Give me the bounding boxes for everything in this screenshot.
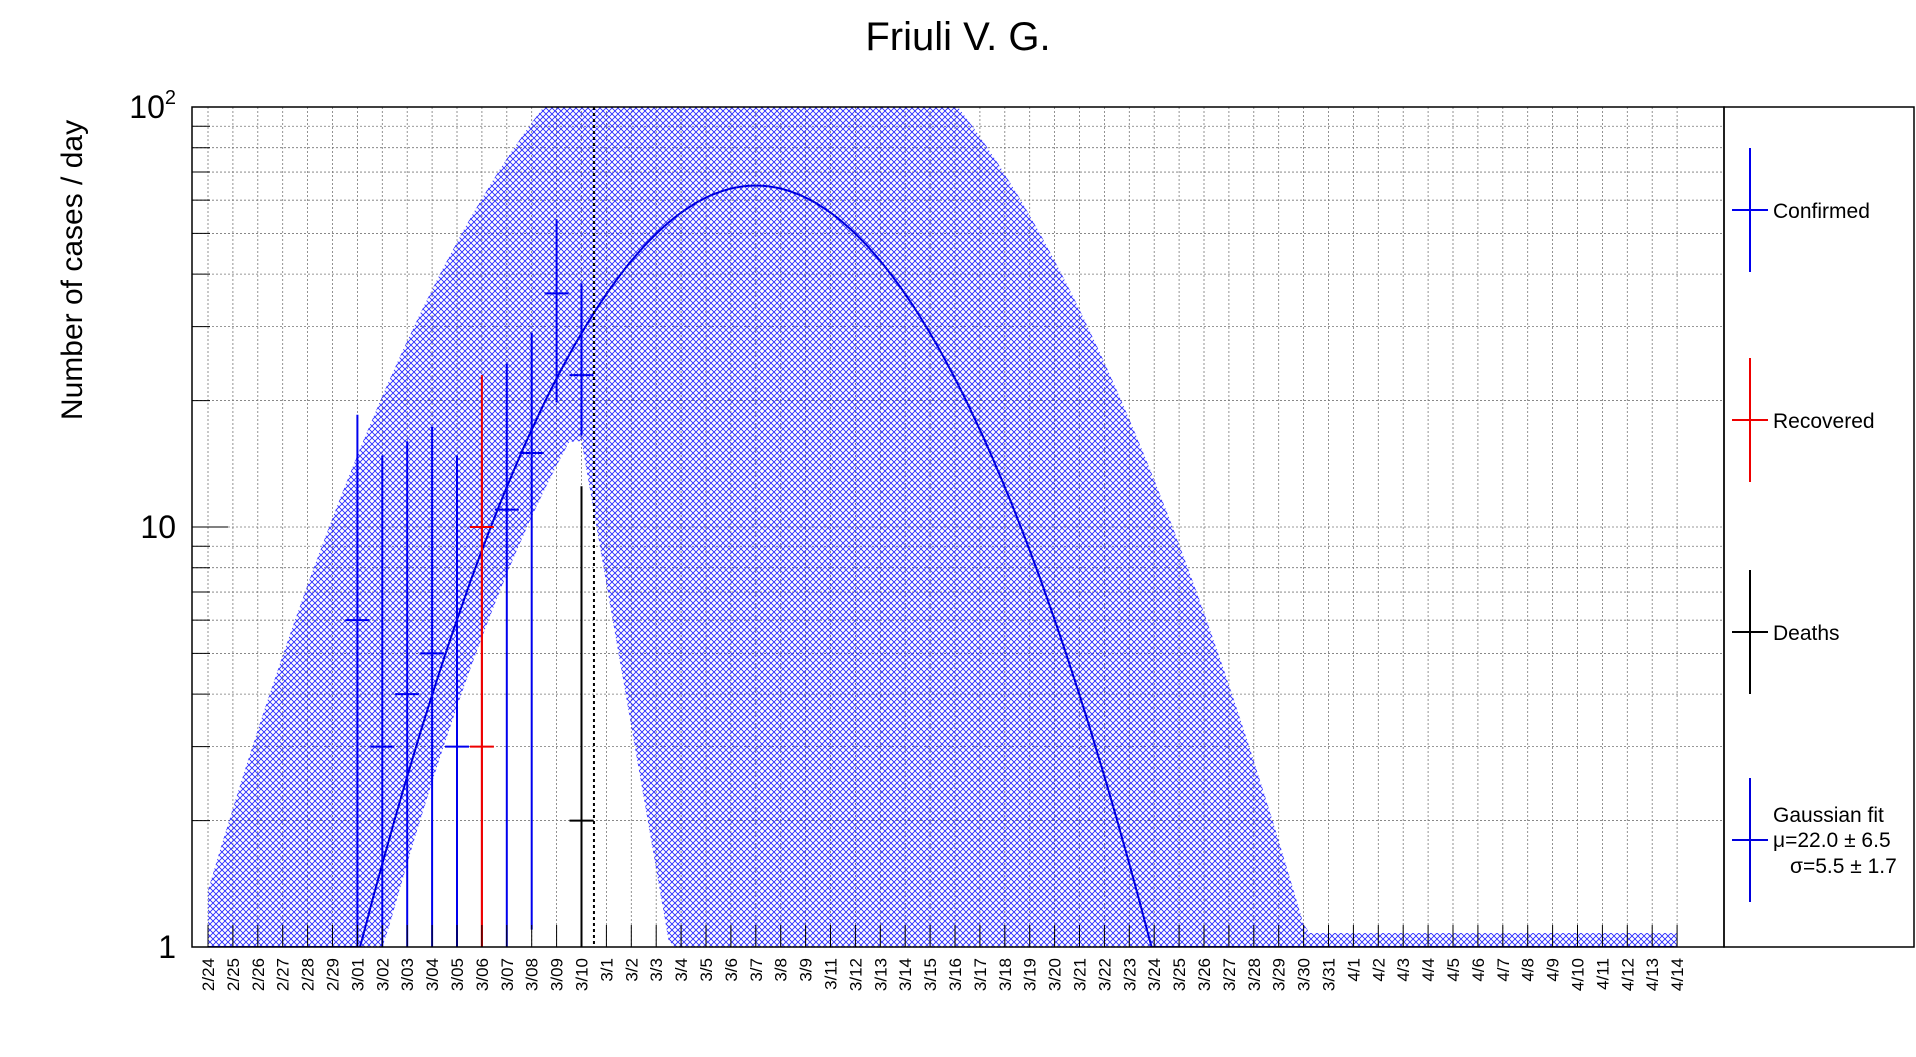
x-tick-labels: 2/24 2/25 2/26 2/27 2/28 2/29 3/01 3/02 3/03 3/04…: [199, 958, 1687, 991]
x-tick-label: 3/3: [647, 958, 666, 982]
x-tick-label: 4/10: [1569, 958, 1588, 991]
x-tick-label: 3/1: [597, 958, 616, 982]
chart-title: Friuli V. G.: [865, 15, 1050, 59]
x-tick-label: 3/20: [1046, 958, 1065, 991]
x-tick-label: 4/2: [1369, 958, 1388, 982]
x-tick-label: 3/07: [498, 958, 517, 991]
x-tick-label: 3/4: [672, 958, 691, 982]
x-tick-label: 4/4: [1419, 958, 1438, 982]
x-tick-label: 3/09: [548, 958, 567, 991]
x-tick-label: 3/05: [448, 958, 467, 991]
x-tick-label: 3/26: [1195, 958, 1214, 991]
y-tick-label: 1: [158, 929, 176, 965]
x-tick-label: 2/24: [199, 958, 218, 991]
x-tick-label: 4/3: [1394, 958, 1413, 982]
x-tick-label: 3/21: [1071, 958, 1090, 991]
legend-confirmed-label: Confirmed: [1773, 200, 1870, 223]
x-tick-label: 4/14: [1668, 958, 1687, 991]
x-tick-label: 3/12: [846, 958, 865, 991]
x-tick-label: 4/11: [1593, 958, 1612, 990]
x-tick-label: 3/10: [573, 958, 592, 991]
x-tick-label: 3/22: [1095, 958, 1114, 991]
x-tick-label: 3/11: [822, 958, 841, 990]
x-tick-label: 3/30: [1295, 958, 1314, 991]
x-tick-label: 3/24: [1145, 958, 1164, 991]
x-tick-label: 3/31: [1320, 958, 1339, 991]
x-tick-label: 3/5: [697, 958, 716, 982]
x-tick-label: 3/16: [946, 958, 965, 991]
x-tick-label: 4/7: [1494, 958, 1513, 982]
x-tick-label: 3/25: [1170, 958, 1189, 991]
x-tick-label: 4/12: [1618, 958, 1637, 991]
x-tick-label: 3/23: [1120, 958, 1139, 991]
x-tick-label: 3/27: [1220, 958, 1239, 991]
x-tick-label: 3/14: [896, 958, 915, 991]
x-tick-label: 3/04: [423, 958, 442, 991]
x-tick-label: 2/27: [274, 958, 293, 991]
fit-uncertainty-band: [208, 107, 1678, 947]
x-tick-label: 4/5: [1444, 958, 1463, 982]
x-tick-label: 2/29: [324, 958, 343, 991]
legend-fit-sigma: σ=5.5 ± 1.7: [1790, 855, 1897, 878]
x-tick-label: 4/13: [1643, 958, 1662, 991]
y-tick-label: 10: [140, 509, 176, 545]
x-tick-label: 3/03: [398, 958, 417, 991]
legend: Confirmed Recovered Deaths Gaussian fitμ=22…: [1732, 148, 1897, 902]
x-tick-label: 3/01: [348, 958, 367, 991]
legend-gaussian-fit-label: Gaussian fit: [1773, 804, 1884, 827]
x-tick-label: 3/6: [722, 958, 741, 982]
legend-recovered-label: Recovered: [1773, 410, 1875, 433]
fit-curve: [208, 184, 1675, 947]
fit-curve-layer: [208, 184, 1675, 947]
x-tick-label: 4/9: [1544, 958, 1563, 982]
axes: [191, 106, 1915, 948]
x-tick-label: 3/7: [747, 958, 766, 982]
x-tick-label: 3/08: [523, 958, 542, 991]
x-tick-label: 3/2: [622, 958, 641, 982]
y-tick-label: 102: [129, 87, 176, 125]
x-tick-label: 4/8: [1519, 958, 1538, 982]
x-tick-label: 3/06: [473, 958, 492, 991]
y-tick-labels: 1 10 102: [129, 87, 176, 965]
x-tick-label: 4/1: [1344, 958, 1363, 982]
legend-deaths-label: Deaths: [1773, 622, 1840, 645]
legend-fit-mu: μ=22.0 ± 6.5: [1773, 829, 1891, 852]
y-axis-label: Number of cases / day: [56, 120, 89, 420]
x-tick-label: 3/29: [1270, 958, 1289, 991]
x-tick-label: 3/13: [871, 958, 890, 991]
x-tick-label: 3/8: [772, 958, 791, 982]
x-tick-label: 3/28: [1245, 958, 1264, 991]
x-tick-label: 3/18: [996, 958, 1015, 991]
x-tick-label: 2/25: [224, 958, 243, 991]
x-tick-label: 3/9: [797, 958, 816, 982]
fit-band-area: [208, 107, 1678, 947]
data-marks: [345, 219, 594, 947]
x-tick-label: 3/02: [373, 958, 392, 991]
x-tick-label: 3/17: [971, 958, 990, 991]
x-tick-label: 3/19: [1021, 958, 1040, 991]
x-tick-label: 2/26: [249, 958, 268, 991]
x-tick-label: 2/28: [299, 958, 318, 991]
x-tick-label: 4/6: [1469, 958, 1488, 982]
legend-frame: [1723, 106, 1915, 948]
x-tick-label: 3/15: [921, 958, 940, 991]
